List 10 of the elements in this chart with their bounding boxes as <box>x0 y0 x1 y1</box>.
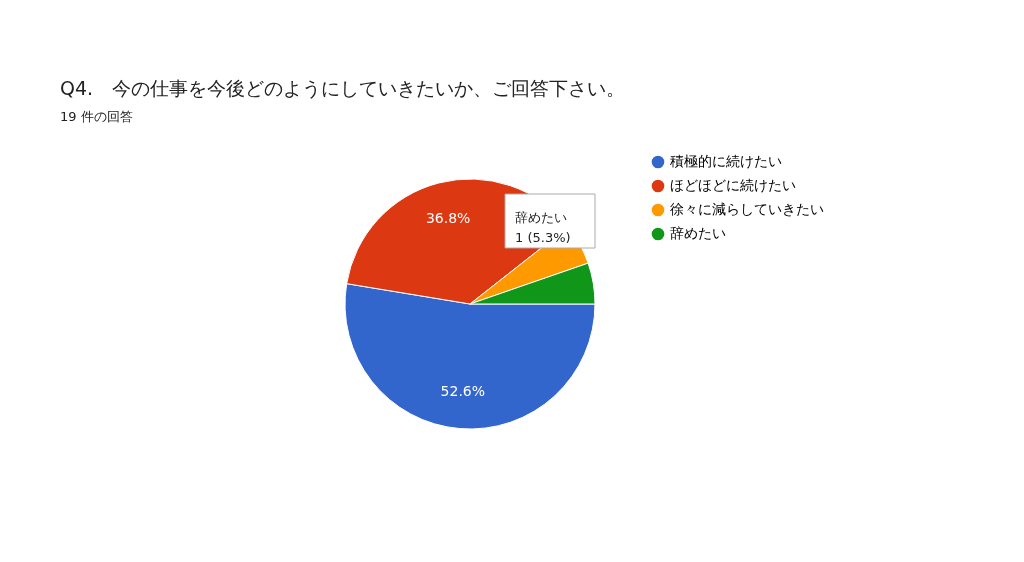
legend-label: 辞めたい <box>670 225 726 241</box>
chart-title: Q4. 今の仕事を今後どのようにしていきたいか、ご回答下さい。 <box>60 77 626 99</box>
data-label: 36.8% <box>425 209 471 226</box>
text: 辞めたい <box>515 210 567 225</box>
text: 1 (5.3%) <box>515 230 571 245</box>
data-label: 52.6% <box>440 382 486 399</box>
text: 19 件の回答 <box>60 109 133 124</box>
legend-label: 徐々に減らしていきたい <box>670 201 824 217</box>
legend-label: 積極的に続けたい <box>670 153 782 169</box>
legend-label: ほどほどに続けたい <box>670 177 796 193</box>
